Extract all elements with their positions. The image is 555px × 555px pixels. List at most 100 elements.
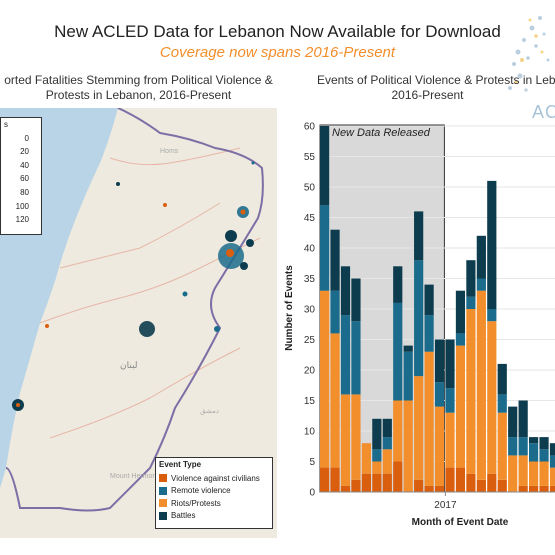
y-tick-label: 35	[304, 274, 316, 285]
map-marker	[251, 161, 255, 165]
x-axis-title: Month of Event Date	[412, 517, 509, 528]
event-type-legend-item[interactable]: Violence against civilians	[159, 472, 272, 485]
size-legend-value: 40	[20, 160, 29, 170]
bar-segment	[434, 382, 445, 407]
svg-text:دمشق: دمشق	[200, 408, 219, 415]
bar-segment	[466, 296, 476, 309]
bar-segment	[455, 345, 466, 468]
legend-swatch	[159, 499, 167, 508]
bar-segment	[330, 290, 340, 334]
map-marker	[226, 249, 234, 257]
map-labels: لبنان دمشق Mount Hermon Homs	[110, 148, 219, 480]
y-tick-label: 0	[309, 488, 315, 499]
bar-segment	[476, 235, 486, 279]
bar-segment	[393, 400, 403, 462]
size-legend-value: 20	[20, 147, 29, 157]
y-tick-label: 5	[309, 457, 315, 468]
map-marker	[246, 239, 254, 247]
map-marker	[240, 209, 246, 215]
bar-segment	[434, 339, 445, 383]
map-border	[5, 108, 264, 512]
bar-segment	[497, 412, 507, 480]
bar-segment	[320, 290, 330, 468]
bar-segment	[403, 351, 413, 401]
bar-segment	[445, 339, 455, 389]
bar-segment	[361, 473, 371, 492]
map-marker	[116, 182, 120, 186]
bar-segment	[434, 485, 445, 492]
map-roads	[39, 147, 261, 439]
bar-segment	[403, 400, 413, 492]
dashboard-title: New ACLED Data for Lebanon Now Available…	[54, 22, 501, 41]
bar-segment	[340, 266, 351, 316]
bar-segment	[497, 479, 507, 492]
size-legend-value: 100	[15, 201, 29, 211]
map-marker	[16, 403, 20, 407]
bar-segment	[382, 418, 392, 438]
bar-segment	[382, 437, 392, 450]
bar-segment	[393, 266, 403, 303]
dashboard-subtitle: Coverage now spans 2016-Present	[159, 44, 396, 61]
bar-segment	[351, 394, 361, 480]
bar-segment	[508, 437, 518, 456]
event-type-legend: Event Type Violence against civilians Re…	[155, 457, 273, 529]
bar-segment	[455, 333, 466, 346]
y-tick-label: 25	[304, 335, 316, 346]
bar-segment	[372, 418, 382, 450]
y-tick-label: 50	[304, 183, 316, 194]
bar-segment	[351, 278, 361, 322]
legend-label: Violence against civilians	[171, 473, 260, 483]
bar-segment	[351, 479, 361, 492]
y-axis-title: Number of Events	[284, 265, 295, 351]
bar-segment	[340, 315, 351, 395]
bar-segment	[382, 473, 392, 492]
legend-swatch	[159, 511, 167, 520]
bar-segment	[382, 449, 392, 474]
map-marker	[45, 324, 49, 328]
bar-segment	[424, 284, 434, 316]
y-tick-label: 60	[304, 122, 316, 133]
size-legend-header: s	[4, 120, 8, 129]
svg-text:Mount Hermon: Mount Hermon	[110, 473, 156, 480]
y-tick-label: 40	[304, 244, 316, 255]
map-title-line2: Protests in Lebanon, 2016-Present	[45, 88, 232, 102]
y-tick-label: 45	[304, 213, 316, 224]
bar-segment	[340, 394, 351, 486]
y-tick-label: 30	[304, 305, 316, 316]
bar-segment	[518, 485, 528, 492]
map-marker	[225, 230, 237, 242]
size-legend-value: 60	[20, 174, 29, 184]
bar-segment	[414, 260, 424, 377]
bar-segment	[549, 485, 555, 492]
bar-segment	[330, 333, 340, 468]
bar-segment	[476, 290, 486, 480]
bar-segment	[508, 455, 518, 492]
bar-segment	[549, 467, 555, 486]
bar-segment	[414, 479, 424, 492]
event-type-legend-item[interactable]: Remote violence	[159, 485, 272, 498]
event-type-legend-item[interactable]: Riots/Protests	[159, 497, 272, 510]
bar-segment	[393, 461, 403, 492]
bar-segment	[549, 443, 555, 456]
bar-segment	[330, 229, 340, 291]
fatalities-size-legend: s 0 20 40 60 80 100 120	[0, 117, 42, 235]
size-legend-value: 0	[24, 133, 29, 143]
bar-segment	[424, 485, 434, 492]
bar-segment	[372, 449, 382, 462]
map-marker	[139, 321, 155, 337]
y-tick-label: 55	[304, 152, 316, 163]
bar-segment	[372, 461, 382, 474]
highlight-annotation: New Data Released	[332, 127, 431, 139]
svg-text:Homs: Homs	[160, 148, 179, 155]
bar-segment	[487, 473, 497, 492]
bar-segment	[539, 485, 549, 492]
map-title-line1: orted Fatalities Stemming from Political…	[4, 73, 273, 87]
event-type-legend-item[interactable]: Battles	[159, 510, 272, 523]
y-tick-label: 10	[304, 427, 316, 438]
bar-segment	[393, 302, 403, 401]
x-tick-label: 2017	[434, 500, 457, 511]
bar-segment	[434, 406, 445, 486]
bar-segment	[497, 394, 507, 413]
bar-segment	[455, 467, 466, 492]
bar-segment	[487, 321, 497, 474]
